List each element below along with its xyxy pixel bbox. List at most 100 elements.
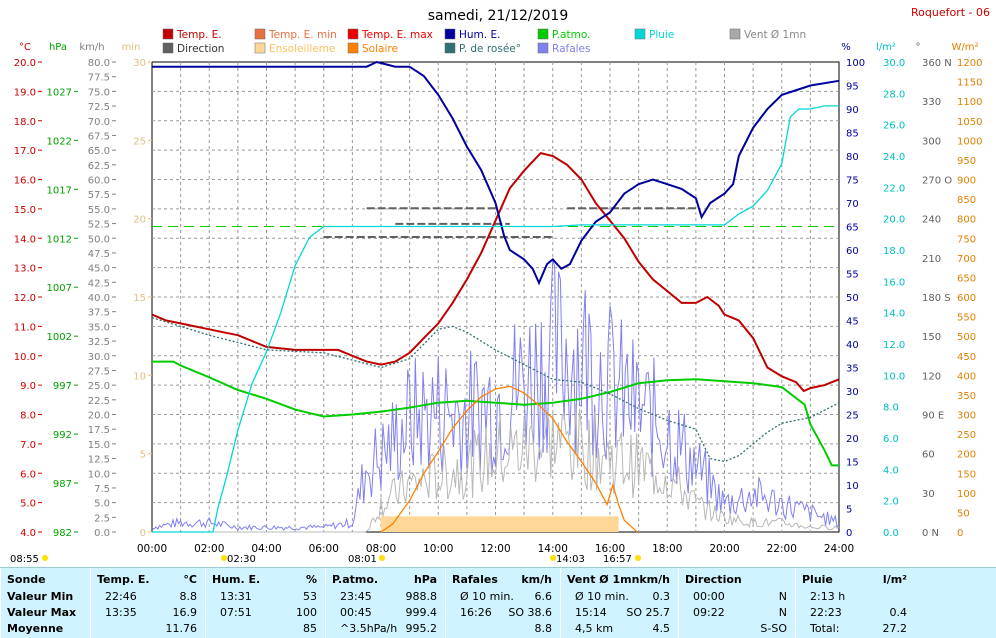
legend-swatch xyxy=(634,28,646,40)
dir-axis-tick: 60 xyxy=(922,450,935,461)
rain-axis-tick: 4.0 xyxy=(883,465,899,476)
stats-rowlabel: Valeur Max xyxy=(7,606,77,619)
stats-value: 4.5 xyxy=(652,622,671,635)
solar-axis-tick: 200 xyxy=(957,450,976,461)
sunset-time: 16:57 xyxy=(603,554,632,565)
rain-axis-tick: 10.0 xyxy=(883,371,905,382)
temp-axis-tick: 4.0 xyxy=(20,528,36,539)
x-tick: 22:00 xyxy=(767,543,797,555)
dir-axis-tick: 210 xyxy=(922,254,941,265)
legend-label: Direction xyxy=(177,43,224,55)
stats-cell: Ø 10 min. xyxy=(575,590,629,603)
temp-axis-tick: 16.0 xyxy=(14,176,36,187)
rain-axis-tick: 8.0 xyxy=(883,403,899,414)
dir-axis-tick: 150 xyxy=(922,332,941,343)
temp-axis-tick: 10.0 xyxy=(14,352,36,363)
temp-axis-tick: 11.0 xyxy=(14,322,36,333)
solar-axis-tick: 1100 xyxy=(957,97,982,108)
wind-axis-tick: 35.0 xyxy=(88,322,110,333)
solar-axis-tick: 500 xyxy=(957,332,976,343)
legend-swatch xyxy=(347,28,359,40)
stats-col-5: Vent Ø 1mn km/h Ø 10 min. 0.3 15:14 SO 25.7 4,… xyxy=(560,568,678,638)
stats-header: P.atmo. xyxy=(332,573,379,586)
hum-axis-tick: 65 xyxy=(846,223,859,234)
stats-header: Direction xyxy=(685,573,742,586)
legend-label: Temp. E. min xyxy=(268,29,337,41)
wind-axis-tick: 52.5 xyxy=(88,220,110,231)
x-tick: 12:00 xyxy=(480,543,510,555)
sun-axis-tick: 0 xyxy=(140,528,146,539)
wind-axis-tick: 32.5 xyxy=(88,337,110,348)
legend-swatch xyxy=(162,28,174,40)
x-tick: 14:00 xyxy=(538,543,568,555)
legend-label: Pluie xyxy=(649,29,674,41)
stats-cell: 22:23 xyxy=(810,606,842,619)
hum-axis-tick: 100 xyxy=(846,58,865,69)
stats-value: 27.2 xyxy=(882,622,908,635)
dir-axis-tick: 270 O xyxy=(922,176,952,187)
hum-axis-tick: 70 xyxy=(846,199,859,210)
press-axis-tick: 1017 xyxy=(47,185,72,196)
rain-axis-tick: 24.0 xyxy=(883,152,905,163)
hum-axis-tick: 75 xyxy=(846,176,859,187)
hum-axis-tick: 15 xyxy=(846,458,859,469)
stats-cell: 22:46 xyxy=(105,590,137,603)
x-tick: 08:00 xyxy=(366,543,396,555)
legend-swatch xyxy=(254,28,266,40)
legend-label: Hum. E. xyxy=(459,29,500,41)
sun-unit: min xyxy=(122,42,141,53)
weather-chart: 4.0 5.0 6.0 7.0 8.0 9.0 10.0 11.0 12.0 13.0 14.0 15… xyxy=(10,6,990,565)
wind-axis-tick: 12.5 xyxy=(88,455,110,466)
press-axis-tick: 1027 xyxy=(47,87,72,98)
sunshine-bars xyxy=(381,516,619,532)
wind-axis-tick: 55.0 xyxy=(88,205,110,216)
rain-axis-tick: 14.0 xyxy=(883,309,905,320)
stats-cell: 00:45 xyxy=(340,606,372,619)
hum-axis-tick: 80 xyxy=(846,152,859,163)
wind-axis-tick: 25.0 xyxy=(88,381,110,392)
x-tick: 00:00 xyxy=(137,543,167,555)
hum-axis-tick: 40 xyxy=(846,340,859,351)
hum-axis-tick: 25 xyxy=(846,411,859,422)
legend-swatch xyxy=(537,28,549,40)
stats-value: S-SO xyxy=(760,622,787,635)
rain-unit: l/m² xyxy=(876,42,896,53)
stats-value: N xyxy=(778,590,787,603)
stats-unit: km/h xyxy=(521,573,552,586)
press-axis-tick: 982 xyxy=(53,528,72,539)
solar-unit: W/m² xyxy=(951,42,978,53)
solar-axis-tick: 300 xyxy=(957,411,976,422)
stats-value: 0.3 xyxy=(652,590,671,603)
temp-axis-tick: 19.0 xyxy=(14,87,36,98)
stats-cell: 00:00 xyxy=(693,590,725,603)
legend-swatch xyxy=(444,42,456,54)
sun-axis-tick: 25 xyxy=(133,136,146,147)
wind-axis-tick: 60.0 xyxy=(88,176,110,187)
stats-cell: ^3.5hPa/h xyxy=(340,622,398,635)
series-line-0 xyxy=(151,151,840,393)
wind-axis-tick: 47.5 xyxy=(88,249,110,260)
stats-header: Temp. E. xyxy=(97,573,150,586)
x-tick: 10:00 xyxy=(423,543,453,555)
sun-axis-tick: 5 xyxy=(140,450,146,461)
stats-unit: °C xyxy=(183,573,197,586)
sun-axis-tick: 30 xyxy=(133,58,146,69)
wind-axis-tick: 10.0 xyxy=(88,469,110,480)
dir-axis-tick: 360 N xyxy=(922,58,952,69)
x-tick: 24:00 xyxy=(824,543,854,555)
solar-axis-tick: 650 xyxy=(957,273,976,284)
stats-table: Sonde Valeur Min Valeur Max Moyenne Temp. E.… xyxy=(0,567,996,638)
stats-cell: 07:51 xyxy=(220,606,252,619)
stats-cell: 23:45 xyxy=(340,590,372,603)
solar-axis-tick: 250 xyxy=(957,430,976,441)
dir-axis-tick: 120 xyxy=(922,371,941,382)
stats-unit: hPa xyxy=(413,573,437,586)
temp-axis-tick: 6.0 xyxy=(20,469,36,480)
stats-header: Sonde xyxy=(7,573,46,586)
rain-axis-tick: 12.0 xyxy=(883,340,905,351)
stats-value: 53 xyxy=(303,590,317,603)
stats-value: 85 xyxy=(303,622,317,635)
press-axis-tick: 1007 xyxy=(47,283,72,294)
dir-axis-tick: 330 xyxy=(922,97,941,108)
wind-axis-tick: 20.0 xyxy=(88,411,110,422)
